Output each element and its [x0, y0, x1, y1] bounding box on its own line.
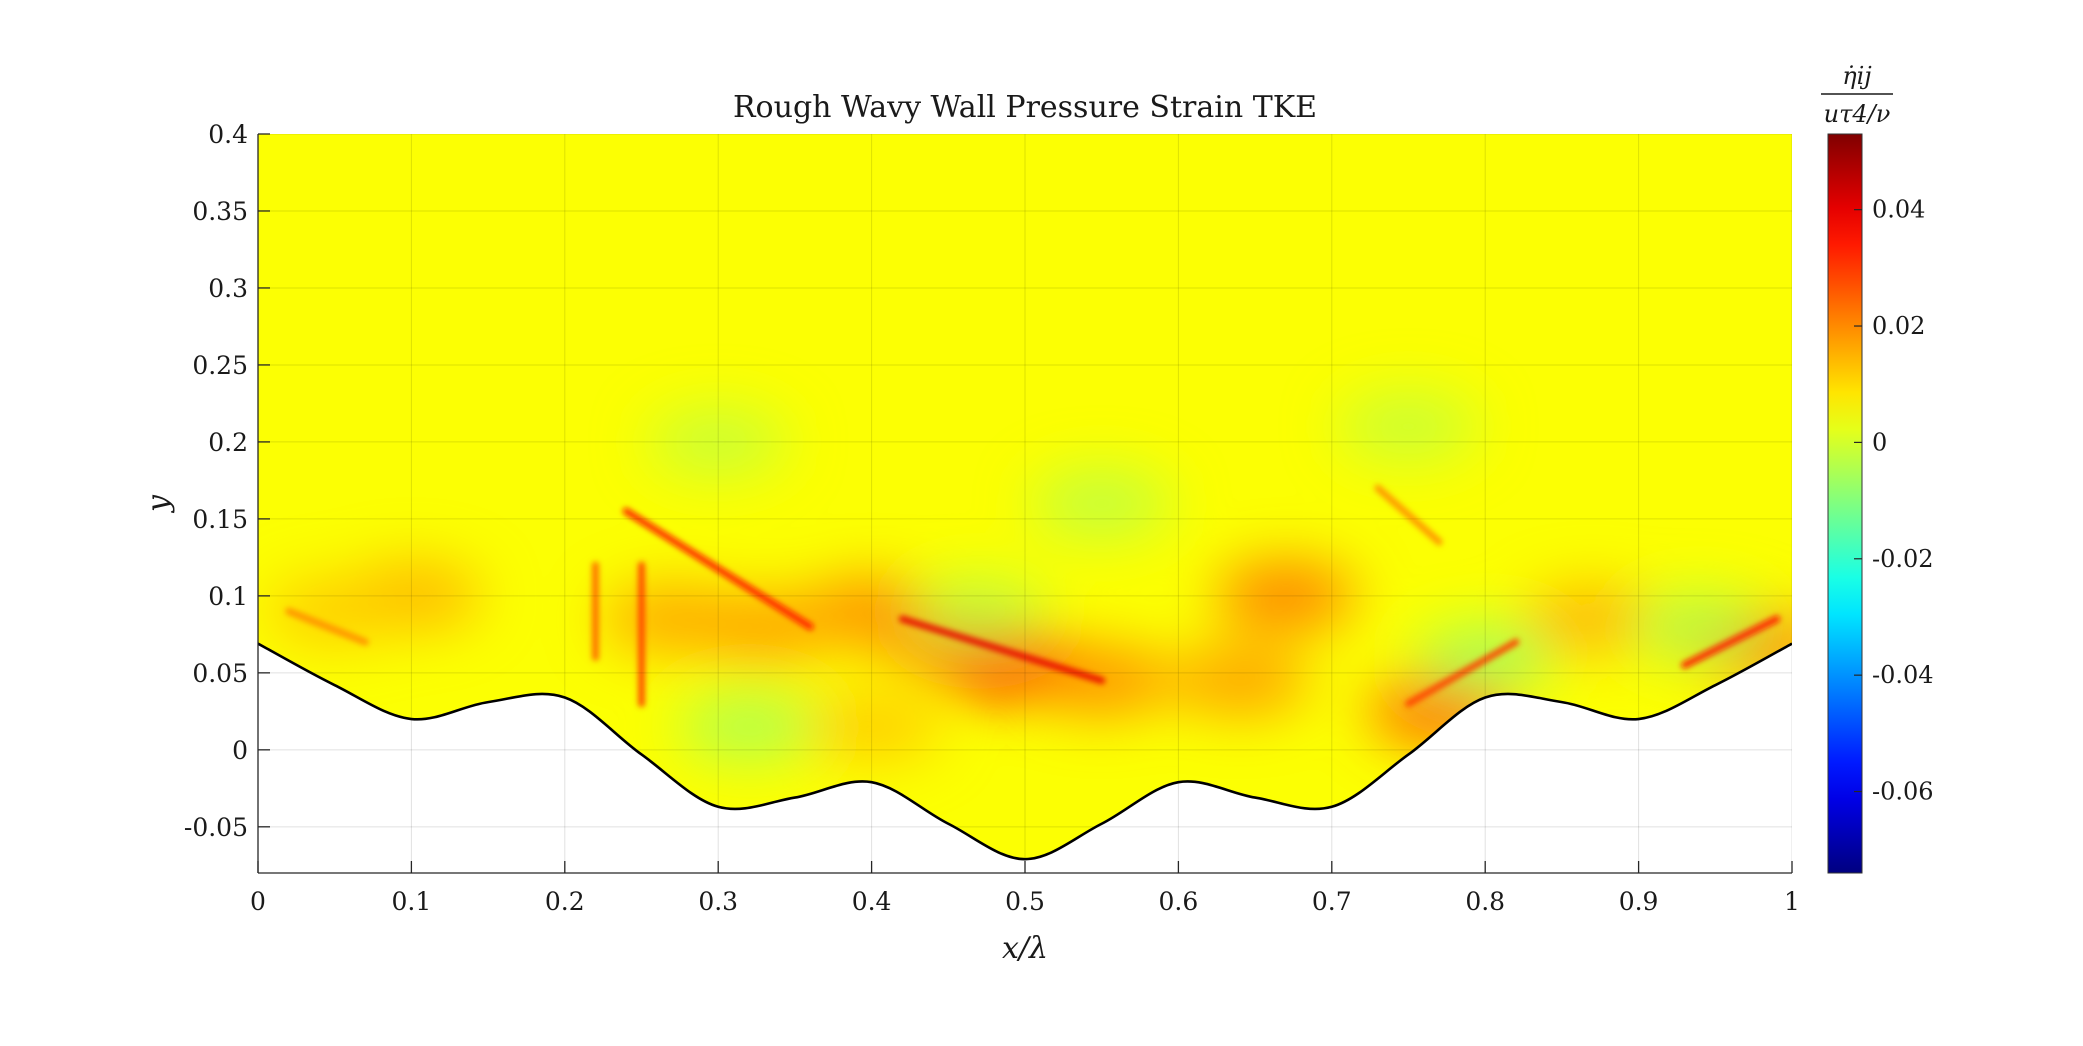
y-tick-label-2: 0.05 — [192, 659, 248, 688]
field-region-12 — [264, 577, 405, 646]
y-tick-label-3: 0.1 — [208, 582, 248, 611]
field-region-19 — [1338, 392, 1479, 461]
colorbar-tick-label-1: 0.02 — [1872, 312, 1925, 340]
y-tick-label-6: 0.25 — [192, 351, 248, 380]
colorbar-tick-label-0: 0.04 — [1872, 196, 1925, 224]
y-tick-label-5: 0.2 — [208, 428, 248, 457]
field-region-7 — [1169, 646, 1310, 715]
field-region-15 — [678, 692, 819, 761]
field-streak-5 — [1681, 615, 1781, 669]
wall-profile-line — [258, 642, 1792, 861]
colorbar-gradient — [1827, 133, 1863, 874]
y-tick-label-0: -0.05 — [184, 813, 248, 842]
wall-below-region — [258, 643, 1792, 873]
x-tick-label-3: 0.3 — [698, 887, 738, 916]
x-tick-label-4: 0.4 — [852, 887, 892, 916]
field-layer — [264, 392, 1792, 761]
field-streak-1 — [898, 615, 1106, 685]
y-tick-label-4: 0.15 — [192, 505, 248, 534]
colorbar-ticks: 0.04 0.02 0 -0.02 -0.04 -0.06 — [1854, 196, 1934, 806]
colorbar-tick-label-3: -0.02 — [1872, 545, 1934, 573]
y-tick-label-1: 0 — [232, 736, 248, 765]
x-tick-label-0: 0 — [250, 887, 266, 916]
field-streak-4 — [1405, 638, 1520, 708]
y-axis-label: y — [141, 494, 176, 514]
field-region-20 — [1629, 592, 1770, 661]
plot-area — [258, 134, 1792, 873]
colorbar-tick-label-4: -0.04 — [1872, 661, 1934, 689]
field-region-4 — [602, 584, 743, 653]
x-tick-label-1: 0.1 — [392, 887, 432, 916]
y-tick-label-8: 0.35 — [192, 197, 248, 226]
y-tick-label-9: 0.4 — [208, 120, 248, 149]
field-region-2 — [801, 577, 942, 646]
x-tick-label-2: 0.2 — [545, 887, 585, 916]
axes: 0 0.1 0.2 0.3 0.4 0.5 0.6 0.7 0.8 0.9 1 -0.05 0 0.05 0… — [184, 120, 1800, 916]
x-tick-label-8: 0.8 — [1465, 887, 1505, 916]
colorbar-label-denominator: uτ4/ν — [1824, 100, 1891, 128]
field-region-13 — [801, 692, 942, 761]
x-tick-label-9: 0.9 — [1619, 887, 1659, 916]
x-axis-label: x/λ — [1002, 931, 1048, 966]
field-streak-7 — [285, 607, 369, 646]
chart-title: Rough Wavy Wall Pressure Strain TKE — [733, 90, 1317, 125]
field-streak-0 — [622, 507, 814, 631]
colorbar-label-numerator: η̇ij — [1842, 62, 1872, 90]
colorbar-tick-label-5: -0.06 — [1872, 778, 1934, 806]
grid — [258, 134, 1792, 873]
x-tick-label-6: 0.6 — [1159, 887, 1199, 916]
x-tick-label-5: 0.5 — [1005, 887, 1045, 916]
colorbar: 0.04 0.02 0 -0.02 -0.04 -0.06 η̇ij uτ4/ν — [1821, 62, 1934, 874]
colorbar-tick-label-2: 0 — [1872, 428, 1887, 456]
y-tick-label-7: 0.3 — [208, 274, 248, 303]
field-region-6 — [1215, 561, 1356, 630]
field-region-18 — [648, 407, 789, 476]
field-region-17 — [1031, 469, 1172, 538]
x-tick-label-7: 0.7 — [1312, 887, 1352, 916]
field-region-9 — [1522, 584, 1663, 653]
field-streak-6 — [1374, 484, 1443, 546]
field-region-16 — [908, 577, 1049, 646]
x-tick-label-10: 1 — [1784, 887, 1800, 916]
